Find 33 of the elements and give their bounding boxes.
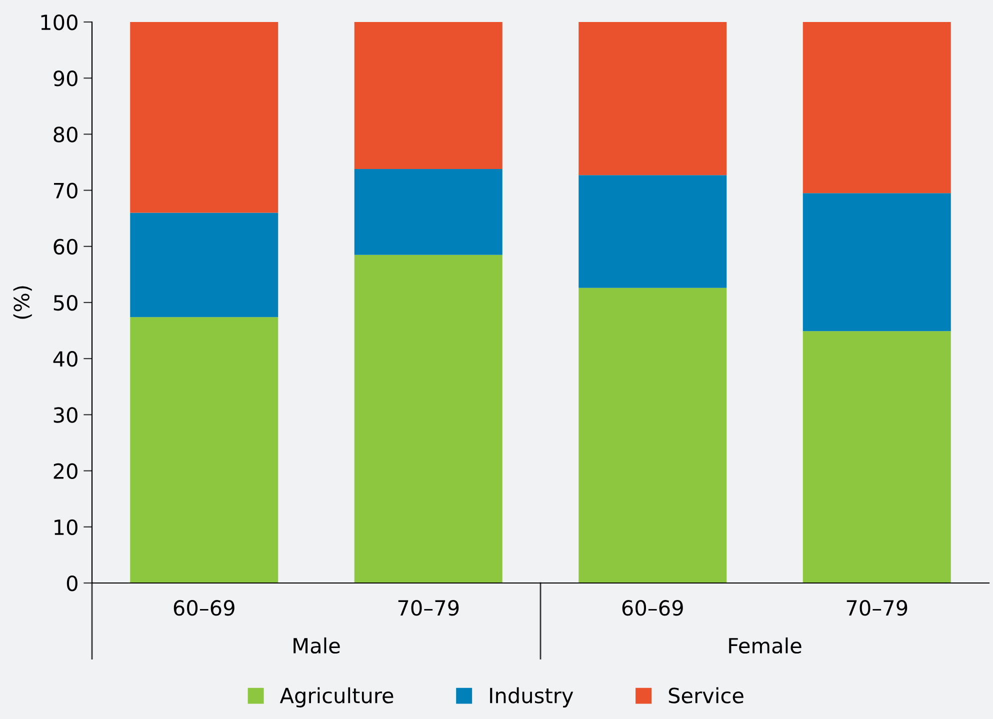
legend-label: Industry xyxy=(490,687,574,708)
bar xyxy=(130,317,278,583)
y-tick-label: 50 xyxy=(54,294,78,311)
bar xyxy=(578,22,727,176)
bar xyxy=(802,331,951,583)
y-tick-label: 40 xyxy=(53,351,78,367)
bar xyxy=(354,254,502,583)
y-axis-title: (%) xyxy=(13,286,32,319)
bar xyxy=(354,168,502,255)
bar xyxy=(578,175,727,288)
bar xyxy=(130,22,278,213)
y-tick-label: 90 xyxy=(54,70,78,86)
y-tick-label: 80 xyxy=(54,126,78,142)
x-tick-label: 60–69 xyxy=(174,600,234,616)
y-tick-label: 20 xyxy=(54,463,78,480)
legend-label: Service xyxy=(668,687,744,704)
y-tick-label: 0 xyxy=(66,575,78,592)
bar xyxy=(578,288,727,583)
bar xyxy=(354,22,502,169)
text: Female xyxy=(729,637,802,654)
legend-label: Agriculture xyxy=(280,687,394,708)
y-tick-label: 70 xyxy=(54,182,78,199)
bar xyxy=(802,22,951,194)
x-tick-label: 70–79 xyxy=(846,600,908,616)
y-tick-label: 10 xyxy=(54,519,78,536)
y-tick-label: 100 xyxy=(41,14,78,30)
bar xyxy=(802,193,951,332)
bar xyxy=(130,212,278,318)
y-tick-label: 60 xyxy=(54,238,78,255)
x-tick-label: 70–79 xyxy=(398,600,459,616)
y-tick-label: 30 xyxy=(54,407,78,423)
text: Male xyxy=(294,637,340,654)
x-tick-label: 60–69 xyxy=(622,600,683,616)
